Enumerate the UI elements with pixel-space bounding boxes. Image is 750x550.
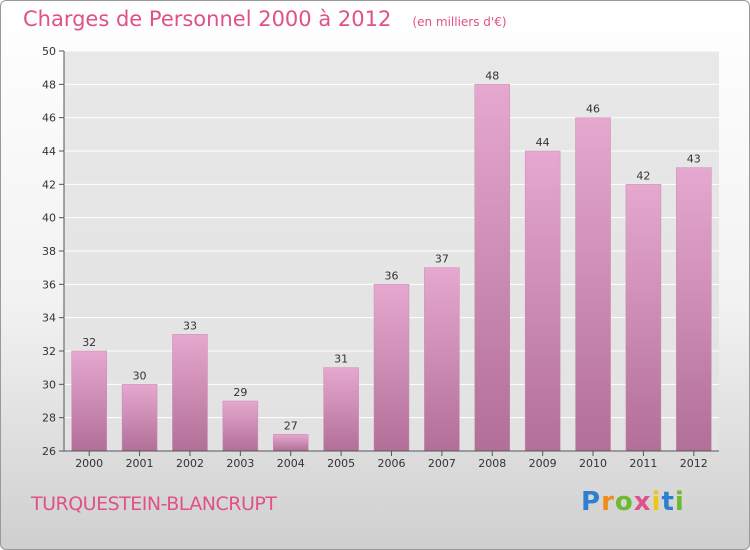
logo-letter: t: [661, 487, 675, 517]
proxiti-logo: Proxiti: [581, 487, 685, 517]
bar-2009: [524, 150, 561, 452]
y-axis: 26 28 30 32 34 36 38 40 42 44 46 48 50: [42, 45, 65, 458]
x-tick-label: 2006: [378, 457, 406, 470]
logo-letter: x: [633, 487, 652, 517]
value-label: 32: [82, 336, 96, 349]
value-label: 33: [183, 319, 197, 332]
bar-2007: [424, 267, 460, 452]
x-tick-label: 2012: [680, 457, 708, 470]
bar-2008: [474, 84, 511, 452]
value-label: 30: [133, 369, 147, 382]
value-label: 31: [334, 353, 348, 366]
bar-2006: [373, 284, 410, 452]
x-tick-label: 2008: [478, 457, 506, 470]
bar-2002: [172, 334, 208, 452]
y-tick-label: 44: [42, 145, 56, 158]
x-tick-label: 2004: [277, 457, 305, 470]
y-tick-label: 42: [42, 178, 56, 191]
y-tick-label: 28: [42, 412, 56, 425]
y-tick-label: 50: [42, 45, 56, 58]
value-label: 27: [284, 419, 298, 432]
chart-title: Charges de Personnel 2000 à 2012: [23, 7, 392, 31]
value-label: 36: [385, 269, 399, 282]
bar-2001: [121, 384, 158, 452]
x-tick-label: 2003: [226, 457, 254, 470]
x-tick-label: 2009: [529, 457, 557, 470]
commune-name: TURQUESTEIN-BLANCRUPT: [31, 493, 277, 515]
bars: 32 30 33 29 27 31 36 37 48 44 46 42 43: [71, 69, 712, 452]
logo-letter: i: [674, 487, 685, 517]
y-tick-label: 38: [42, 245, 56, 258]
chart-subtitle: (en milliers d'€): [412, 15, 507, 29]
y-tick-label: 32: [42, 345, 56, 358]
bar-2011: [625, 184, 662, 452]
y-tick-label: 34: [42, 312, 56, 325]
title-row: Charges de Personnel 2000 à 2012 (en mil…: [23, 7, 507, 31]
y-tick-label: 36: [42, 278, 56, 291]
value-label: 48: [485, 69, 499, 82]
value-label: 44: [536, 136, 550, 149]
x-tick-label: 2007: [428, 457, 456, 470]
value-label: 46: [586, 103, 600, 116]
logo-letter: P: [581, 487, 602, 517]
value-label: 43: [687, 153, 701, 166]
x-tick-label: 2001: [126, 457, 154, 470]
bar-2010: [575, 117, 611, 452]
bar-2000: [71, 350, 107, 452]
value-label: 29: [233, 386, 247, 399]
x-tick-label: 2011: [629, 457, 657, 470]
y-tick-label: 30: [42, 378, 56, 391]
y-tick-label: 46: [42, 112, 56, 125]
y-tick-label: 40: [42, 212, 56, 225]
bar-2005: [323, 367, 359, 452]
x-tick-label: 2010: [579, 457, 607, 470]
x-tick-label: 2002: [176, 457, 204, 470]
value-label: 42: [636, 169, 650, 182]
y-tick-label: 26: [42, 445, 56, 458]
bar-2003: [222, 400, 259, 452]
bar-2012: [676, 167, 712, 452]
logo-letter: r: [601, 487, 615, 517]
x-tick-label: 2005: [327, 457, 355, 470]
x-axis: 2000 2001 2002 2003 2004 2005 2006 2007 2008 2009…: [64, 450, 719, 470]
x-tick-label: 2000: [75, 457, 103, 470]
bar-2004: [272, 434, 309, 452]
logo-letter: i: [651, 487, 662, 517]
value-label: 37: [435, 253, 449, 266]
logo-letter: o: [614, 487, 634, 517]
y-tick-label: 48: [42, 78, 56, 91]
